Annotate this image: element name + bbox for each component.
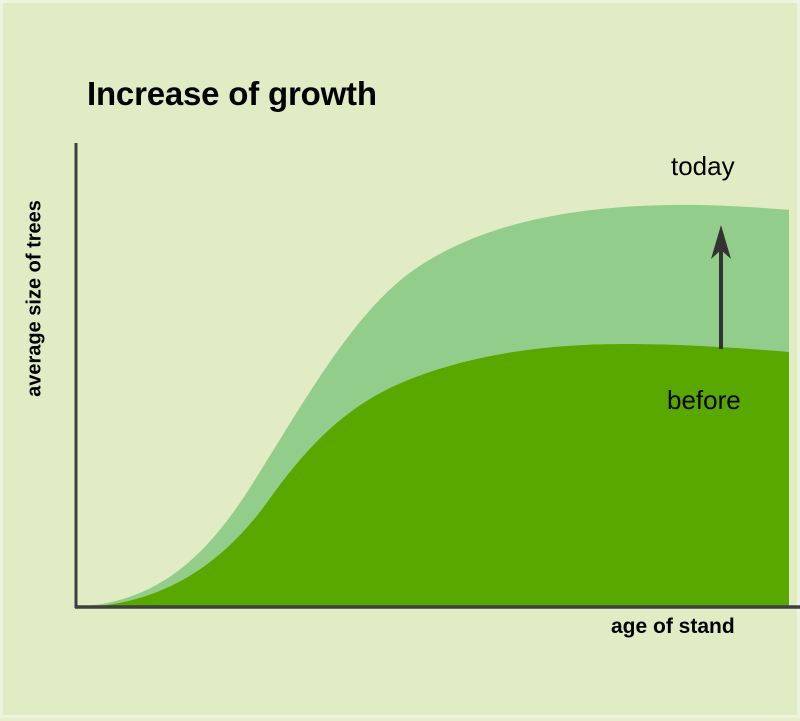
annotation-today: today bbox=[671, 151, 735, 181]
increase-arrow bbox=[711, 225, 731, 349]
x-axis-label: age of stand bbox=[611, 615, 735, 638]
series-band-today bbox=[75, 204, 789, 607]
series-band-before bbox=[75, 344, 789, 607]
chart-canvas bbox=[74, 143, 800, 609]
y-axis-label: average size of trees bbox=[23, 200, 46, 397]
annotation-before: before bbox=[667, 385, 741, 415]
page-title: Increase of growth bbox=[87, 75, 377, 112]
